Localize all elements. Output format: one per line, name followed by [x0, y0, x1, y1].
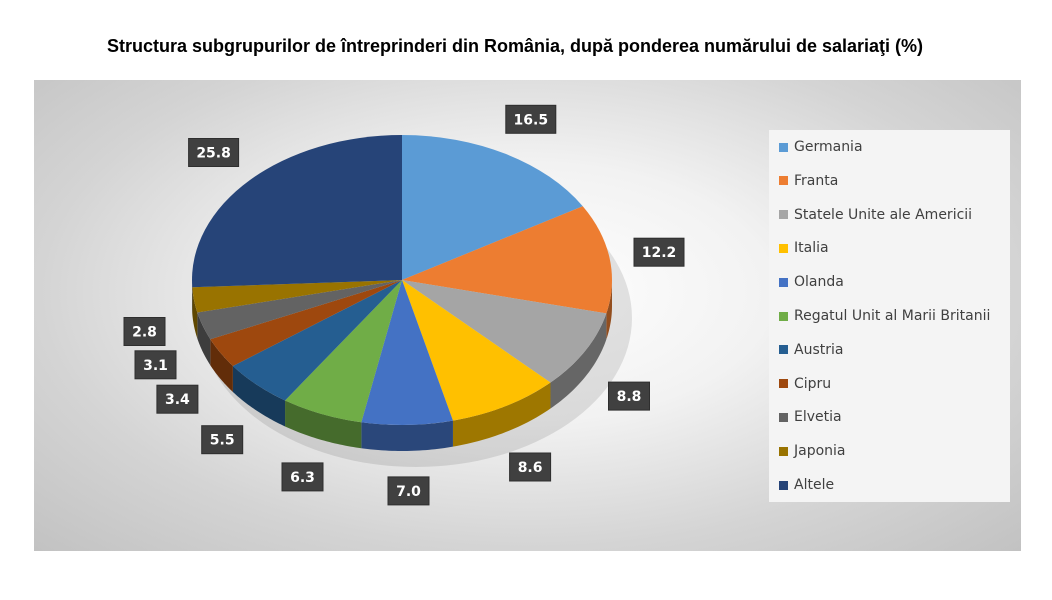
legend-swatch	[779, 210, 788, 220]
data-label-text: 3.4	[165, 392, 190, 408]
legend-item-franta: Franta	[779, 171, 838, 191]
legend-label: Statele Unite ale Americii	[794, 206, 973, 223]
slice-side-austria	[232, 365, 286, 427]
data-label-box	[387, 476, 430, 506]
legend-label: Italia	[794, 240, 829, 257]
slice-side-olanda	[361, 420, 453, 451]
data-label-box	[608, 381, 650, 411]
legend-swatch	[779, 379, 788, 389]
data-label-box	[134, 350, 177, 380]
pie-slices	[192, 135, 613, 426]
slice-germania	[402, 135, 583, 280]
slice-italia	[402, 280, 551, 421]
legend-label: Regatul Unit al Marii Britanii	[794, 308, 991, 324]
data-label-box	[633, 237, 685, 267]
legend-item-germania: Germania	[779, 137, 863, 157]
data-label-germania: 16.5	[505, 104, 557, 134]
slice-regatul-unit-al-marii-britanii	[285, 280, 402, 423]
data-label-text: 25.8	[196, 146, 231, 162]
slice-franta	[402, 206, 613, 314]
legend-item-japonia: Japonia	[779, 441, 846, 461]
data-label-box	[156, 384, 199, 414]
data-label-text: 8.6	[518, 460, 543, 476]
data-label-austria: 5.5	[201, 425, 244, 455]
slice-austria	[232, 280, 402, 401]
data-label-japonia: 2.8	[123, 317, 166, 346]
slice-side-japonia	[192, 287, 198, 339]
slice-side-franta	[606, 280, 612, 340]
legend-label: Cipru	[794, 375, 832, 392]
legend-swatch	[779, 446, 788, 456]
legend-item-altele: Altele	[779, 475, 834, 495]
slice-side-italia	[452, 382, 551, 447]
data-labels: 16.5 12.2 8.8 8.6 7.0 6.3 5.5 3.4 3.1 2.8 25.8	[123, 104, 685, 506]
data-label-box	[509, 452, 552, 482]
data-label-franta: 12.2	[633, 237, 685, 267]
slice-altele	[192, 135, 402, 288]
legend-swatch	[779, 345, 788, 355]
slice-side-elvetia	[197, 312, 211, 366]
legend-item-cipru: Cipru	[779, 374, 831, 394]
data-label-text: 3.1	[143, 358, 168, 374]
data-label-box	[281, 462, 324, 492]
data-label-text: 16.5	[514, 112, 549, 128]
slice-japonia	[192, 280, 402, 313]
data-label-elvetia: 3.1	[134, 350, 177, 380]
legend-item-italia: Italia	[779, 238, 829, 258]
legend-label: Olanda	[794, 274, 844, 291]
legend-label: Japonia	[794, 443, 846, 460]
legend-swatch	[779, 277, 788, 287]
data-label-box	[201, 425, 244, 455]
legend-label: Germania	[794, 139, 863, 155]
legend-swatch	[779, 142, 788, 152]
data-label-text: 12.2	[642, 245, 677, 261]
data-label-box	[123, 317, 166, 346]
chart-area: 16.5 12.2 8.8 8.6 7.0 6.3 5.5 3.4 3.1 2.8 25.8 Ger…	[34, 80, 1021, 551]
data-label-olanda: 7.0	[387, 476, 430, 506]
slice-side-regatul-unit-al-marii-britanii	[285, 400, 362, 449]
legend-item-regatul-unit-al-marii-britanii: Regatul Unit al Marii Britanii	[779, 306, 990, 326]
data-label-altele: 25.8	[188, 138, 240, 167]
slice-side-statele-unite-ale-americii	[550, 313, 607, 409]
slice-statele-unite-ale-americii	[402, 280, 607, 383]
data-label-text: 2.8	[132, 325, 157, 341]
legend-swatch	[779, 480, 788, 490]
legend-swatch	[779, 243, 788, 253]
legend-label: Elvetia	[794, 409, 842, 426]
legend-item-austria: Austria	[779, 340, 843, 360]
slice-side-cipru	[210, 339, 233, 392]
data-label-box	[505, 104, 557, 134]
legend-swatch	[779, 311, 788, 321]
chart-title: Structura subgrupurilor de întreprinderi…	[106, 36, 924, 56]
legend-item-olanda: Olanda	[779, 272, 844, 292]
data-label-cipru: 3.4	[156, 384, 199, 414]
data-label-italia: 8.6	[509, 452, 552, 482]
data-label-text: 7.0	[396, 484, 421, 500]
data-label-statele-unite-ale-americii: 8.8	[608, 381, 650, 411]
legend: Germania Franta Statele Unite ale Americii…	[769, 130, 1010, 502]
legend-label: Altele	[794, 477, 835, 493]
slice-olanda	[361, 280, 453, 426]
data-label-text: 8.8	[617, 389, 642, 405]
slice-elvetia	[197, 280, 402, 340]
legend-swatch	[779, 176, 788, 186]
legend-label: Franta	[794, 172, 839, 189]
data-label-box	[188, 138, 240, 167]
legend-item-statele-unite-ale-americii: Statele Unite ale Americii	[779, 205, 972, 225]
data-label-regatul-unit-al-marii-britanii: 6.3	[281, 462, 324, 492]
slice-cipru	[210, 280, 402, 366]
data-label-text: 6.3	[290, 470, 315, 486]
legend-item-elvetia: Elvetia	[779, 407, 842, 427]
legend-label: Austria	[794, 341, 844, 358]
legend-swatch	[779, 412, 788, 422]
data-label-text: 5.5	[210, 433, 235, 449]
pie-chart: 16.5 12.2 8.8 8.6 7.0 6.3 5.5 3.4 3.1 2.8 25.8	[123, 104, 685, 506]
